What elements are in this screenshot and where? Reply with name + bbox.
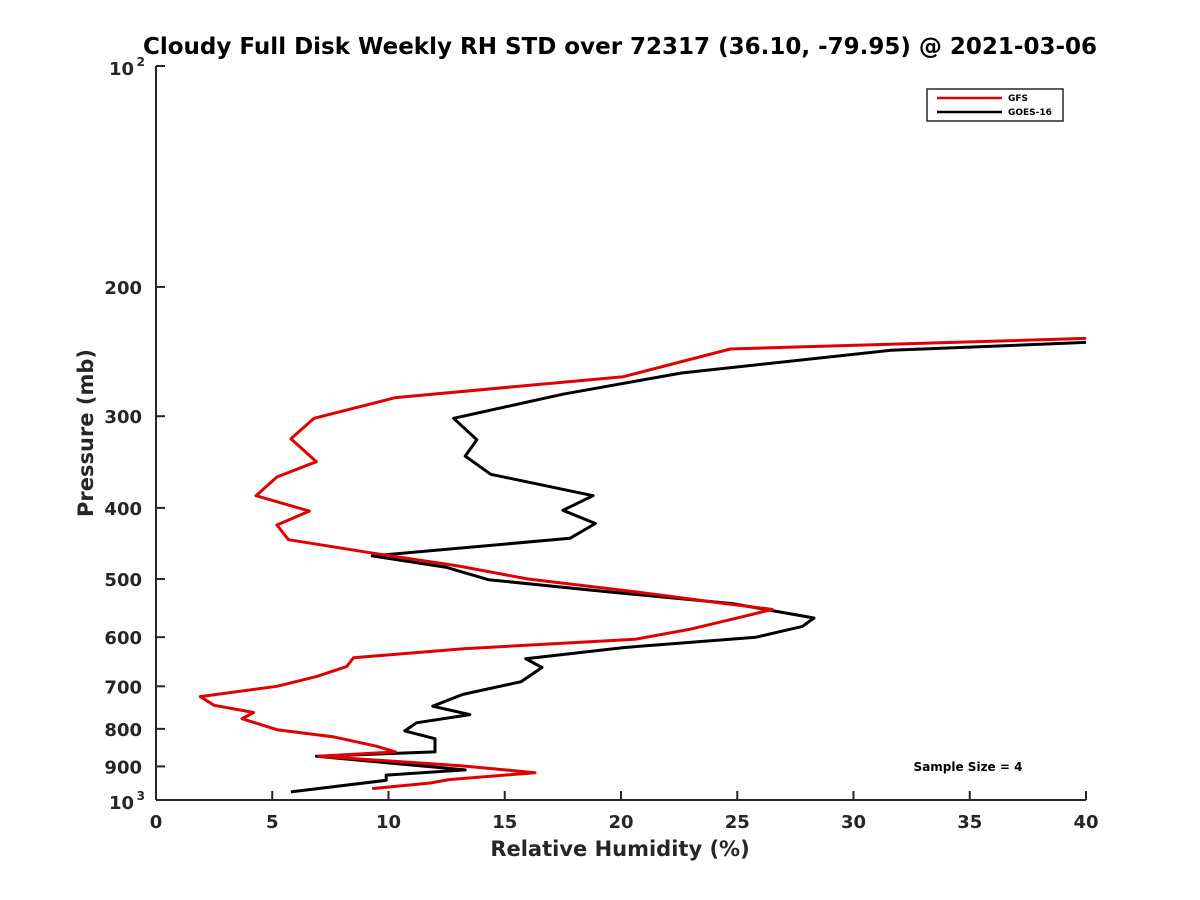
x-tick-label: 30: [841, 812, 866, 833]
y-axis-label: Pressure (mb): [74, 349, 98, 517]
x-tick-label: 10: [376, 812, 401, 833]
x-tick-label: 40: [1073, 812, 1098, 833]
x-tick-label: 35: [957, 812, 982, 833]
y-tick-label: 10: [109, 793, 134, 814]
chart-title: Cloudy Full Disk Weekly RH STD over 7231…: [143, 34, 1097, 60]
sample-size-annotation: Sample Size = 4: [914, 760, 1023, 774]
legend: GFS GOES-16: [926, 88, 1064, 122]
y-tick-label: 800: [104, 720, 142, 741]
y-tick-label: 700: [104, 677, 142, 698]
y-tick-label: 900: [104, 757, 142, 778]
series-layer: [198, 336, 1087, 794]
x-tick-label: 20: [608, 812, 633, 833]
y-tick-label: 500: [104, 570, 142, 591]
y-tick-label: 10: [109, 59, 134, 80]
y-tick-exponent: 2: [137, 55, 145, 69]
legend-box: [926, 88, 1064, 122]
legend-entry: GOES-16: [1008, 108, 1052, 118]
y-tick-exponent: 3: [137, 789, 145, 803]
y-tick-label: 400: [104, 499, 142, 520]
y-tick-label: 300: [104, 407, 142, 428]
x-tick-label: 5: [266, 812, 279, 833]
x-tick-label: 0: [150, 812, 163, 833]
y-tick-label: 200: [104, 278, 142, 299]
series-line-gfs: [198, 336, 1087, 791]
legend-entry: GFS: [1008, 94, 1028, 104]
x-tick-label: 25: [725, 812, 750, 833]
x-axis-label: Relative Humidity (%): [490, 837, 749, 861]
x-tick-label: 15: [492, 812, 517, 833]
series-line-goes-16: [290, 340, 1087, 794]
y-tick-label: 600: [104, 628, 142, 649]
